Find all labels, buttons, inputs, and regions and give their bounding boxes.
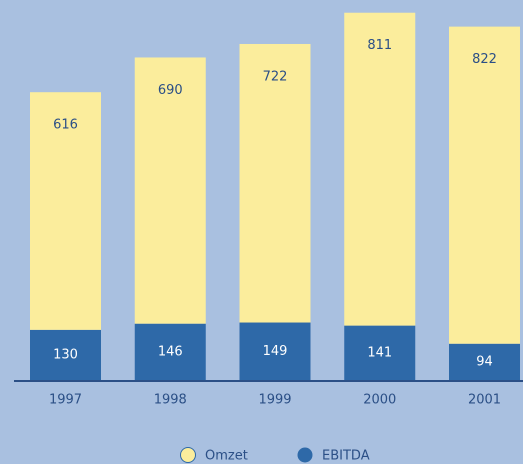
value-label: 149 [263,344,288,359]
bar-segment [344,12,416,326]
value-label: 130 [53,347,78,362]
bar-segment [239,43,311,323]
value-label: 616 [53,118,78,133]
legend-label: EBITDA [322,449,370,464]
bar-segment [239,322,311,380]
bar-segment [30,92,101,330]
legend-swatch [180,447,196,463]
value-label: 94 [476,354,493,369]
bar-segment [344,325,416,380]
value-label: 141 [367,345,392,360]
value-label: 690 [158,83,183,98]
x-tick-label: 2001 [468,393,501,408]
legend-swatch [297,447,313,463]
x-tick-label: 1999 [258,393,291,408]
x-tick-label: 1998 [154,393,187,408]
value-label: 811 [367,38,392,53]
value-label: 722 [263,69,288,84]
x-tick-label: 2000 [363,393,396,408]
bar-segment [449,26,520,344]
bar-segment [449,343,520,380]
value-label: 822 [472,52,497,67]
bar-segment [134,323,206,380]
value-label: 146 [158,344,183,359]
bar-segment [134,57,206,324]
x-tick-label: 1997 [49,393,82,408]
bar-segment [30,329,101,380]
legend-label: Omzet [205,449,248,464]
